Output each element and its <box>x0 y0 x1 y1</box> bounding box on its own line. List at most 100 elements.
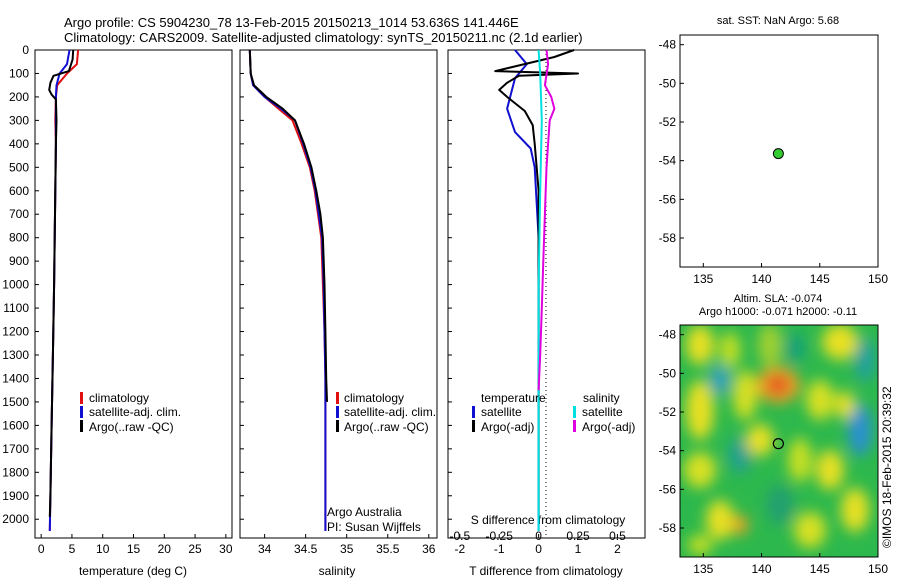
depth-tick-label: 100 <box>9 66 29 80</box>
x-tick-label: -1 <box>494 542 505 556</box>
lat-tick-label: -54 <box>659 444 677 458</box>
difference-legend: temperature satellite Argo(-adj) salinit… <box>472 391 635 434</box>
lat-tick-label: -56 <box>659 482 677 496</box>
legend-swatch-argo <box>336 420 339 432</box>
legend-swatch-climatology <box>336 392 339 404</box>
float-position-marker <box>772 148 784 160</box>
series-line-satellite-adj-clim <box>48 49 71 532</box>
depth-tick-label: 1400 <box>2 371 29 385</box>
depth-tick-label: 500 <box>9 160 29 174</box>
series-line-argo-raw-qc <box>248 49 328 402</box>
legend-sal-satellite: satellite <box>582 405 623 419</box>
depth-tick-label: 1600 <box>2 418 29 432</box>
legend-sal-heading: salinity <box>583 391 620 405</box>
depth-tick-label: 300 <box>9 113 29 127</box>
lat-tick-label: -50 <box>659 76 677 90</box>
legend-temp-heading: temperature <box>481 391 546 405</box>
legend-temp-argo: Argo(-adj) <box>481 420 534 434</box>
temperature-panel-frame <box>34 49 233 539</box>
lon-tick-label: 135 <box>693 562 713 576</box>
depth-tick-label: 200 <box>9 90 29 104</box>
series-line-temperature-satellite <box>506 49 540 531</box>
series-line-argo-raw-qc <box>48 49 75 517</box>
legend-swatch-satellite <box>336 406 339 418</box>
sla-map-frame <box>679 324 879 558</box>
x-tick-label: 2 <box>614 542 621 556</box>
salinity-axis-label: salinity <box>319 564 356 578</box>
sst-map-frame <box>679 34 879 268</box>
depth-tick-label: 1900 <box>2 489 29 503</box>
legend-climatology: climatology <box>344 391 404 405</box>
salinity-panel-frame <box>239 49 438 539</box>
x-tick-label: -2 <box>454 542 465 556</box>
depth-axis: 0 100 200 300 400 500 600 700 800 900 1000 1100 1200… <box>2 43 39 526</box>
figure-title-line2: Climatology: CARS2009. Satellite-adjuste… <box>64 30 583 45</box>
series-line-temperature-argo-adj <box>494 49 579 517</box>
figure-title-line1: Argo profile: CS 5904230_78 13-Feb-2015 … <box>64 15 519 30</box>
lat-tick-label: -52 <box>659 115 677 129</box>
x-tick-label: 36 <box>422 542 436 556</box>
difference-series <box>494 49 579 531</box>
panel-depth-ticks <box>240 49 452 520</box>
x-tick-label: 10 <box>96 542 110 556</box>
x-tick-label: 30 <box>219 542 233 556</box>
lat-tick-label: -48 <box>659 38 677 52</box>
x-tick-label: 15 <box>127 542 141 556</box>
legend-swatch-argo <box>80 420 83 432</box>
series-line-climatology <box>248 49 327 531</box>
series-line-salinity-satellite <box>537 49 543 531</box>
x-tick-label: 1 <box>575 542 582 556</box>
depth-tick-label: 1000 <box>2 278 29 292</box>
x-tick-label: 0 <box>535 542 542 556</box>
lon-tick-label: 145 <box>810 272 830 286</box>
x-tick-label: 34 <box>258 542 272 556</box>
lon-tick-label: 150 <box>868 562 888 576</box>
depth-tick-label: 1500 <box>2 395 29 409</box>
series-line-satellite-adj-clim <box>248 49 327 531</box>
difference-x-axis: -2 -1 0 1 2 -0.5 -0.25 0 0.25 0.5 <box>449 529 626 556</box>
temperature-series <box>48 49 80 532</box>
x-tick-label: 0 <box>38 542 45 556</box>
depth-tick-label: 700 <box>9 207 29 221</box>
s-tick-label: -0.25 <box>486 529 514 543</box>
lat-tick-label: -58 <box>659 521 677 535</box>
sla-map-axes: 135 140 145 150 -48 -50 -52 -54 -56 -58 <box>659 328 889 576</box>
lon-tick-label: 140 <box>752 272 772 286</box>
lat-tick-label: -48 <box>659 328 677 342</box>
lat-tick-label: -56 <box>659 192 677 206</box>
sst-map-axes: 135 140 145 150 -48 -50 -52 -54 -56 -58 <box>659 38 889 286</box>
lon-tick-label: 145 <box>810 562 830 576</box>
s-tick-label: 0 <box>535 529 542 543</box>
legend-swatch-climatology <box>80 392 83 404</box>
depth-tick-label: 900 <box>9 254 29 268</box>
float-position-ring <box>772 438 784 450</box>
lat-tick-label: -58 <box>659 231 677 245</box>
s-difference-axis-label: S difference from climatology <box>471 513 626 527</box>
depth-tick-label: 1300 <box>2 348 29 362</box>
sla-heatmap <box>680 325 878 557</box>
temperature-axis-label: temperature (deg C) <box>79 564 187 578</box>
depth-tick-label: 1100 <box>3 301 29 315</box>
lat-tick-label: -52 <box>659 405 677 419</box>
legend-swatch-satellite <box>80 406 83 418</box>
legend-argo: Argo(..raw -QC) <box>344 420 429 434</box>
temperature-x-axis: 0 5 10 15 20 25 30 <box>38 534 233 556</box>
legend-sal-argo: Argo(-adj) <box>582 420 635 434</box>
depth-tick-label: 400 <box>9 137 29 151</box>
lat-tick-label: -54 <box>659 154 677 168</box>
legend-swatch-temp-argo <box>472 420 475 432</box>
lon-tick-label: 140 <box>752 562 772 576</box>
legend-argo: Argo(..raw -QC) <box>89 420 174 434</box>
x-tick-label: 35 <box>340 542 354 556</box>
lat-tick-label: -50 <box>659 366 677 380</box>
sst-map-title: sat. SST: NaN Argo: 5.68 <box>717 15 839 27</box>
series-line-salinity-argo-adj <box>537 49 556 391</box>
sla-map-title-line1: Altim. SLA: -0.074 <box>734 293 823 305</box>
imos-watermark: ©IMOS 18-Feb-2015 20:39:32 <box>880 386 894 548</box>
credit-line1: Argo Australia <box>327 505 402 519</box>
legend-climatology: climatology <box>89 391 149 405</box>
temperature-legend: climatology satellite-adj. clim. Argo(..… <box>80 391 181 434</box>
t-difference-axis-label: T difference from climatology <box>469 564 623 578</box>
s-tick-label: 0.5 <box>609 529 626 543</box>
